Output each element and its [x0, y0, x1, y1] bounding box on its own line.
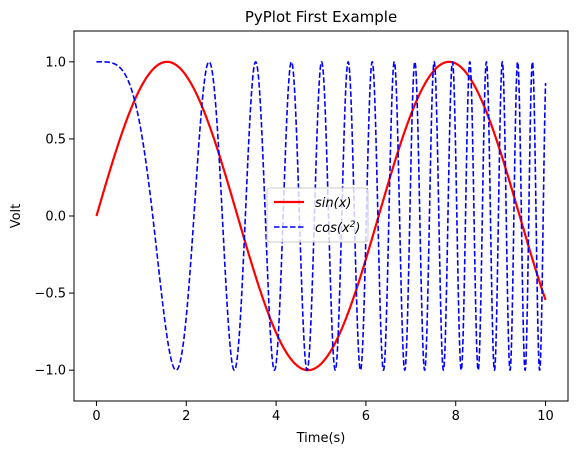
x-tick-label: 0 — [92, 409, 100, 424]
x-tick-label: 8 — [452, 409, 460, 424]
plot-frame — [73, 30, 569, 402]
y-tick-label: −1.0 — [34, 364, 66, 379]
x-tick-label: 4 — [272, 409, 280, 424]
x-axis-label: Time(s) — [296, 431, 346, 446]
y-tick-label: 0.5 — [45, 132, 66, 147]
x-axis-ticks: 0 2 4 6 8 10 — [92, 401, 554, 424]
x-tick-label: 6 — [362, 409, 370, 424]
y-tick-label: −0.5 — [34, 287, 66, 302]
y-axis-label: Volt — [9, 204, 24, 229]
y-axis-ticks: −1.0 −0.5 0.0 0.5 1.0 — [34, 55, 74, 379]
y-tick-label: 0.0 — [45, 210, 66, 225]
y-tick-label: 1.0 — [45, 55, 66, 70]
legend-label-cos: cos(x2) — [315, 220, 360, 236]
chart-title: PyPlot First Example — [245, 8, 397, 26]
legend: sin(x) cos(x2) — [266, 187, 369, 243]
legend-label-sin: sin(x) — [315, 196, 351, 211]
series-line-cos — [95, 61, 547, 371]
x-tick-label: 10 — [537, 409, 554, 424]
series-layer — [95, 60, 547, 372]
x-tick-label: 2 — [182, 409, 190, 424]
